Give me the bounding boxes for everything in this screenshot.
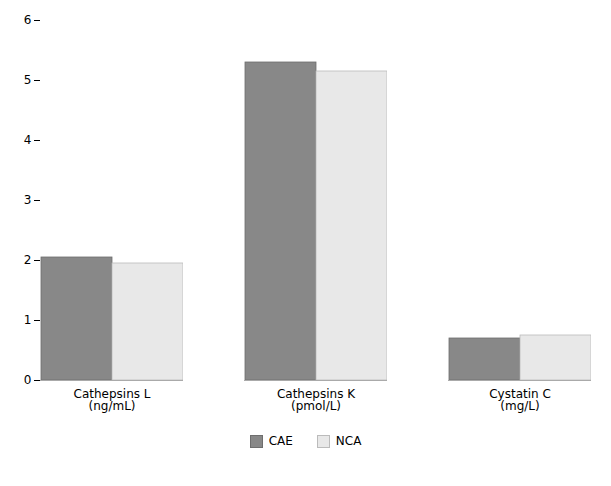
svg-text:4: 4: [24, 133, 32, 147]
svg-text:Cathepsins L(ng/mL): Cathepsins L(ng/mL): [74, 387, 151, 413]
svg-text:6: 6: [24, 13, 32, 27]
html-text:NCA: NCA: [335, 434, 362, 448]
svg-text:0: 0: [24, 373, 32, 387]
svg-text:Cathepsins K(pmol/L): Cathepsins K(pmol/L): [277, 387, 356, 413]
svg-text:1: 1: [24, 313, 32, 327]
svg-text:3: 3: [24, 193, 32, 207]
svg-text:5: 5: [24, 73, 32, 87]
html-text:CAE: CAE: [268, 434, 293, 448]
svg-text:Cystatin C(mg/L): Cystatin C(mg/L): [489, 387, 551, 413]
svg-text:2: 2: [24, 253, 32, 267]
